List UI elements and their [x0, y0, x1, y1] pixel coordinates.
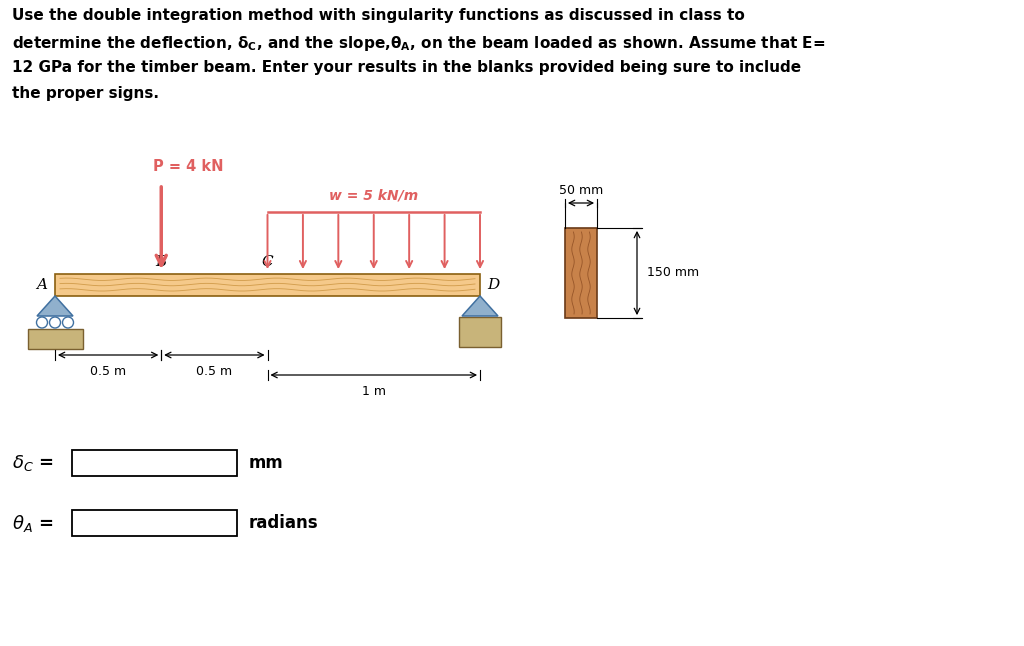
- Text: D: D: [487, 278, 500, 292]
- Bar: [55, 274, 480, 296]
- Bar: [459, 317, 501, 347]
- Text: $\delta_C$ =: $\delta_C$ =: [12, 453, 53, 473]
- Text: w = 5 kN/m: w = 5 kN/m: [329, 188, 419, 202]
- Text: 12 GPa for the timber beam. Enter your results in the blanks provided being sure: 12 GPa for the timber beam. Enter your r…: [12, 60, 801, 75]
- Polygon shape: [37, 296, 73, 316]
- Text: radians: radians: [249, 514, 318, 532]
- Text: the proper signs.: the proper signs.: [12, 86, 159, 101]
- Bar: [72, 510, 237, 536]
- Circle shape: [49, 317, 60, 328]
- Text: B: B: [156, 255, 167, 269]
- Text: 150 mm: 150 mm: [647, 267, 699, 280]
- Text: C: C: [262, 255, 273, 269]
- Text: 50 mm: 50 mm: [559, 184, 603, 197]
- Text: A: A: [36, 278, 47, 292]
- Text: 0.5 m: 0.5 m: [197, 365, 232, 378]
- Text: 1 m: 1 m: [361, 385, 386, 398]
- Text: P = 4 kN: P = 4 kN: [154, 159, 224, 174]
- Circle shape: [62, 317, 74, 328]
- Text: mm: mm: [249, 454, 284, 472]
- Polygon shape: [462, 296, 498, 316]
- Text: $\theta_A$ =: $\theta_A$ =: [12, 512, 53, 534]
- Text: 0.5 m: 0.5 m: [90, 365, 126, 378]
- Text: determine the deflection, $\bf\delta_C$, and the slope,$\bf\theta_A$, on the bea: determine the deflection, $\bf\delta_C$,…: [12, 34, 825, 53]
- Bar: [28, 329, 83, 349]
- Circle shape: [37, 317, 47, 328]
- Text: Use the double integration method with singularity functions as discussed in cla: Use the double integration method with s…: [12, 8, 744, 23]
- Bar: [72, 450, 237, 476]
- Bar: [565, 228, 597, 318]
